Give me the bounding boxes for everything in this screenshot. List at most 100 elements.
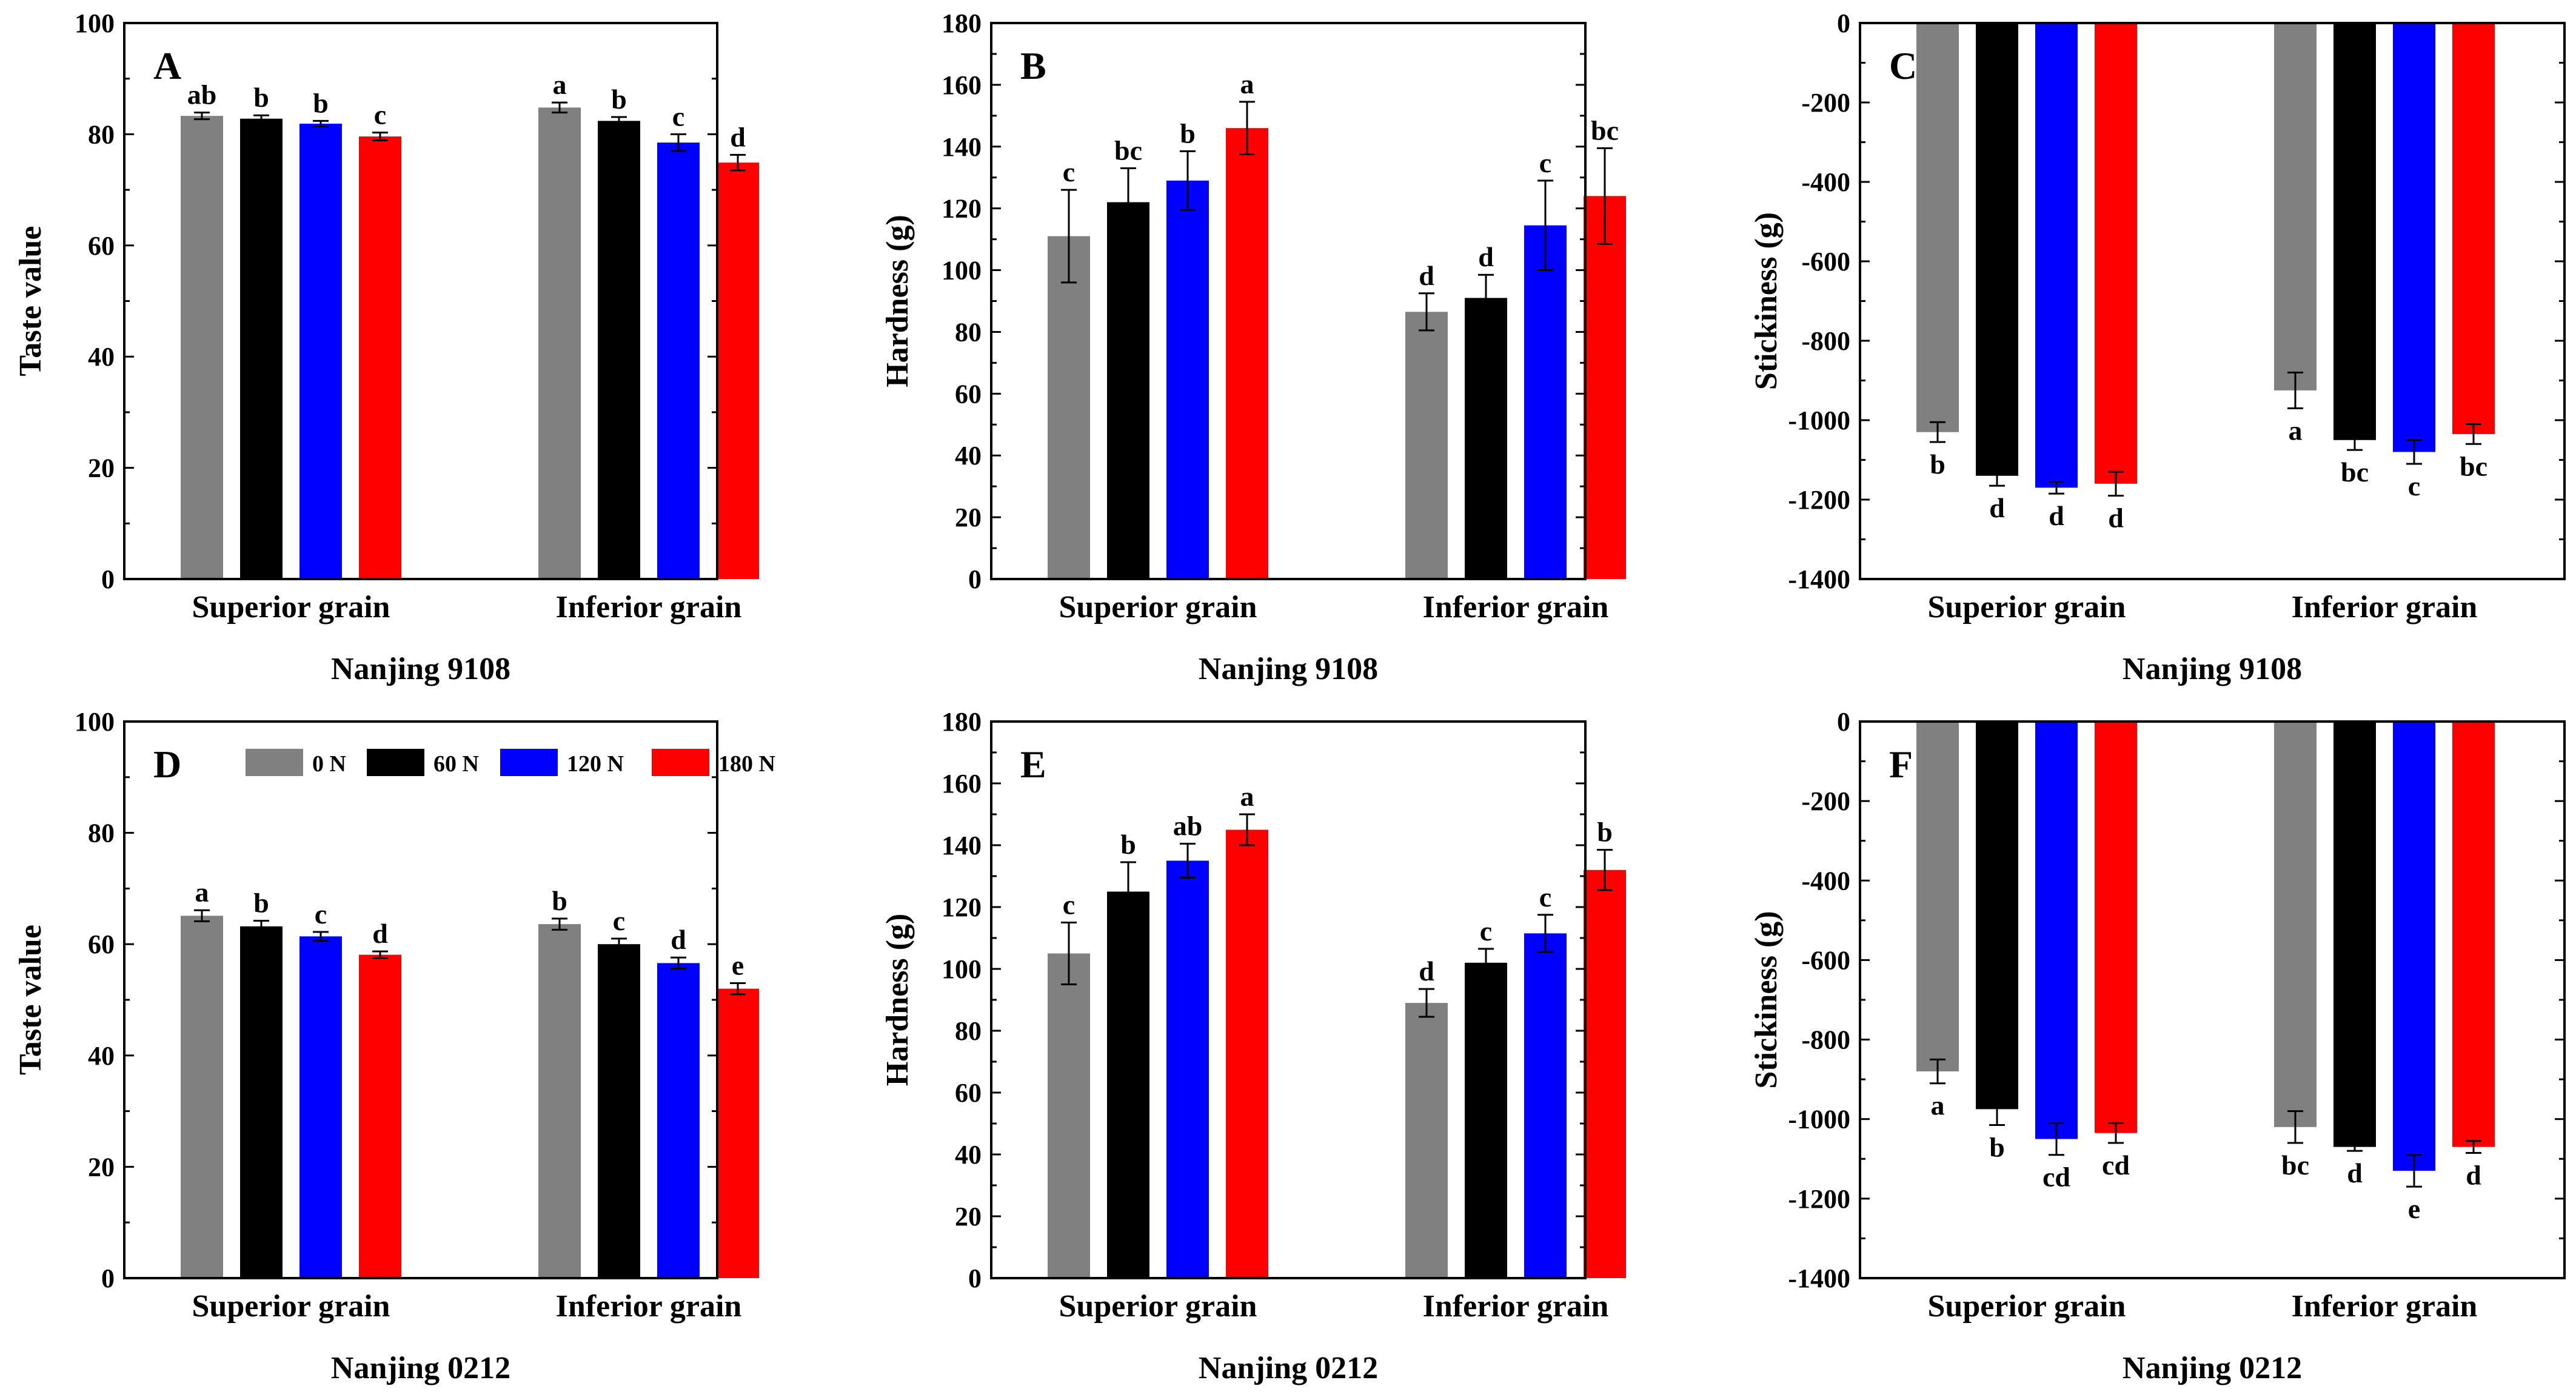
significance-letter: c (1539, 882, 1551, 913)
bar (717, 162, 759, 579)
significance-letter: b (552, 885, 567, 916)
y-tick-label: 40 (88, 342, 115, 372)
significance-letter: bc (1114, 135, 1142, 166)
significance-letter: bc (2281, 1150, 2309, 1181)
significance-letter: bc (2460, 450, 2487, 481)
bar (1465, 298, 1507, 579)
bar (181, 916, 223, 1278)
category-label: Superior grain (1059, 1289, 1257, 1324)
bar (2095, 23, 2137, 484)
category-label: Inferior grain (2292, 590, 2478, 625)
significance-letter: d (1989, 492, 2005, 523)
significance-letter: d (1478, 241, 1494, 272)
bar (1465, 962, 1507, 1278)
category-label: Superior grain (192, 1289, 390, 1324)
y-tick-label: 0 (1837, 8, 1850, 38)
significance-letter: c (2408, 471, 2420, 501)
y-axis-title: Stickiness (g) (1749, 911, 1784, 1088)
significance-letter: a (1931, 1090, 1945, 1121)
legend-swatch (246, 749, 303, 776)
x-axis-title: Nanjing 0212 (1199, 1351, 1378, 1385)
significance-letter: c (315, 899, 327, 929)
significance-letter: c (1063, 889, 1075, 920)
bar (299, 123, 342, 580)
y-axis-title: Taste value (13, 925, 48, 1075)
bar (1405, 312, 1448, 579)
significance-letter: d (2049, 500, 2064, 531)
y-tick-label: 0 (101, 564, 115, 594)
significance-letter: a (1240, 781, 1254, 812)
category-label: Inferior grain (556, 1289, 742, 1324)
y-tick-label: 0 (968, 1264, 982, 1293)
panel-f: a bc b d cd e cd d 0 -200 -400 -600 -800 -1000 -1200 -1… (1749, 707, 2566, 1385)
significance-letter: c (1480, 916, 1492, 946)
significance-letter: e (732, 950, 744, 980)
significance-letter: c (1539, 147, 1551, 178)
bar (1976, 23, 2018, 476)
bar (598, 121, 640, 580)
bar (2333, 722, 2376, 1147)
legend-swatch (500, 749, 558, 776)
significance-letter: a (1240, 69, 1254, 99)
y-tick-label: 80 (88, 119, 115, 149)
y-tick-label: 120 (942, 893, 982, 922)
significance-letter: b (1930, 449, 1945, 480)
category-label: Superior grain (1928, 1289, 2126, 1324)
bar (538, 107, 581, 579)
significance-letter: bc (1591, 115, 1619, 146)
significance-letter: b (1120, 829, 1136, 860)
bar (1107, 891, 1149, 1278)
panel-c: b a d bc d c d bc 0 -200 -400 -600 -800 -1000 -1200 -14… (1749, 8, 2566, 686)
x-axis-title: Nanjing 0212 (2123, 1351, 2302, 1385)
bar (657, 142, 700, 579)
panel-letter: A (153, 44, 181, 87)
significance-letter: b (1597, 817, 1613, 848)
bar (1405, 1003, 1448, 1278)
bar (240, 118, 283, 579)
significance-letter: a (195, 877, 209, 908)
y-tick-label: -1000 (1788, 1105, 1850, 1134)
category-label: Superior grain (1928, 590, 2126, 625)
bar (181, 116, 223, 579)
y-tick-label: -1400 (1788, 564, 1850, 594)
bar (1226, 128, 1268, 579)
significance-letter: d (730, 121, 746, 152)
y-tick-label: 80 (88, 819, 115, 848)
y-tick-label: -1200 (1788, 1184, 1850, 1214)
panel-letter: E (1020, 743, 1046, 786)
significance-letter: b (313, 87, 329, 118)
y-tick-label: -400 (1801, 167, 1850, 197)
bar (598, 944, 640, 1278)
significance-letter: d (2108, 502, 2124, 533)
bar (2095, 722, 2137, 1133)
y-tick-label: -800 (1801, 1025, 1850, 1055)
y-tick-label: 20 (88, 1152, 115, 1182)
legend-label: 60 N (433, 751, 479, 777)
y-tick-label: 20 (955, 1202, 982, 1231)
y-tick-label: 160 (942, 769, 982, 799)
bar (299, 936, 342, 1278)
significance-letter: bc (2341, 457, 2369, 487)
legend-label: 0 N (312, 751, 346, 777)
y-tick-label: -1000 (1788, 406, 1850, 435)
significance-letter: ab (187, 79, 217, 110)
x-axis-title: Nanjing 9108 (2123, 652, 2302, 686)
significance-letter: c (1063, 156, 1075, 187)
bar (1166, 860, 1209, 1278)
significance-letter: b (253, 888, 269, 919)
y-tick-label: 80 (955, 1016, 982, 1046)
bar (2393, 722, 2435, 1171)
significance-letter: b (253, 82, 269, 113)
y-tick-label: 40 (88, 1041, 115, 1071)
bar (1916, 722, 1959, 1072)
panel-d: a b b c c d d e 0 20 40 60 80 100 Superior grain Inferi… (13, 707, 759, 1385)
y-tick-label: 140 (942, 132, 982, 162)
y-tick-label: 100 (942, 256, 982, 286)
y-tick-label: -1200 (1788, 485, 1850, 515)
y-tick-label: -1400 (1788, 1264, 1850, 1293)
bar (2452, 23, 2495, 434)
legend: 0 N 60 N 120 N 180 N (246, 749, 775, 777)
bar (1107, 202, 1149, 579)
bar (1916, 23, 1959, 432)
